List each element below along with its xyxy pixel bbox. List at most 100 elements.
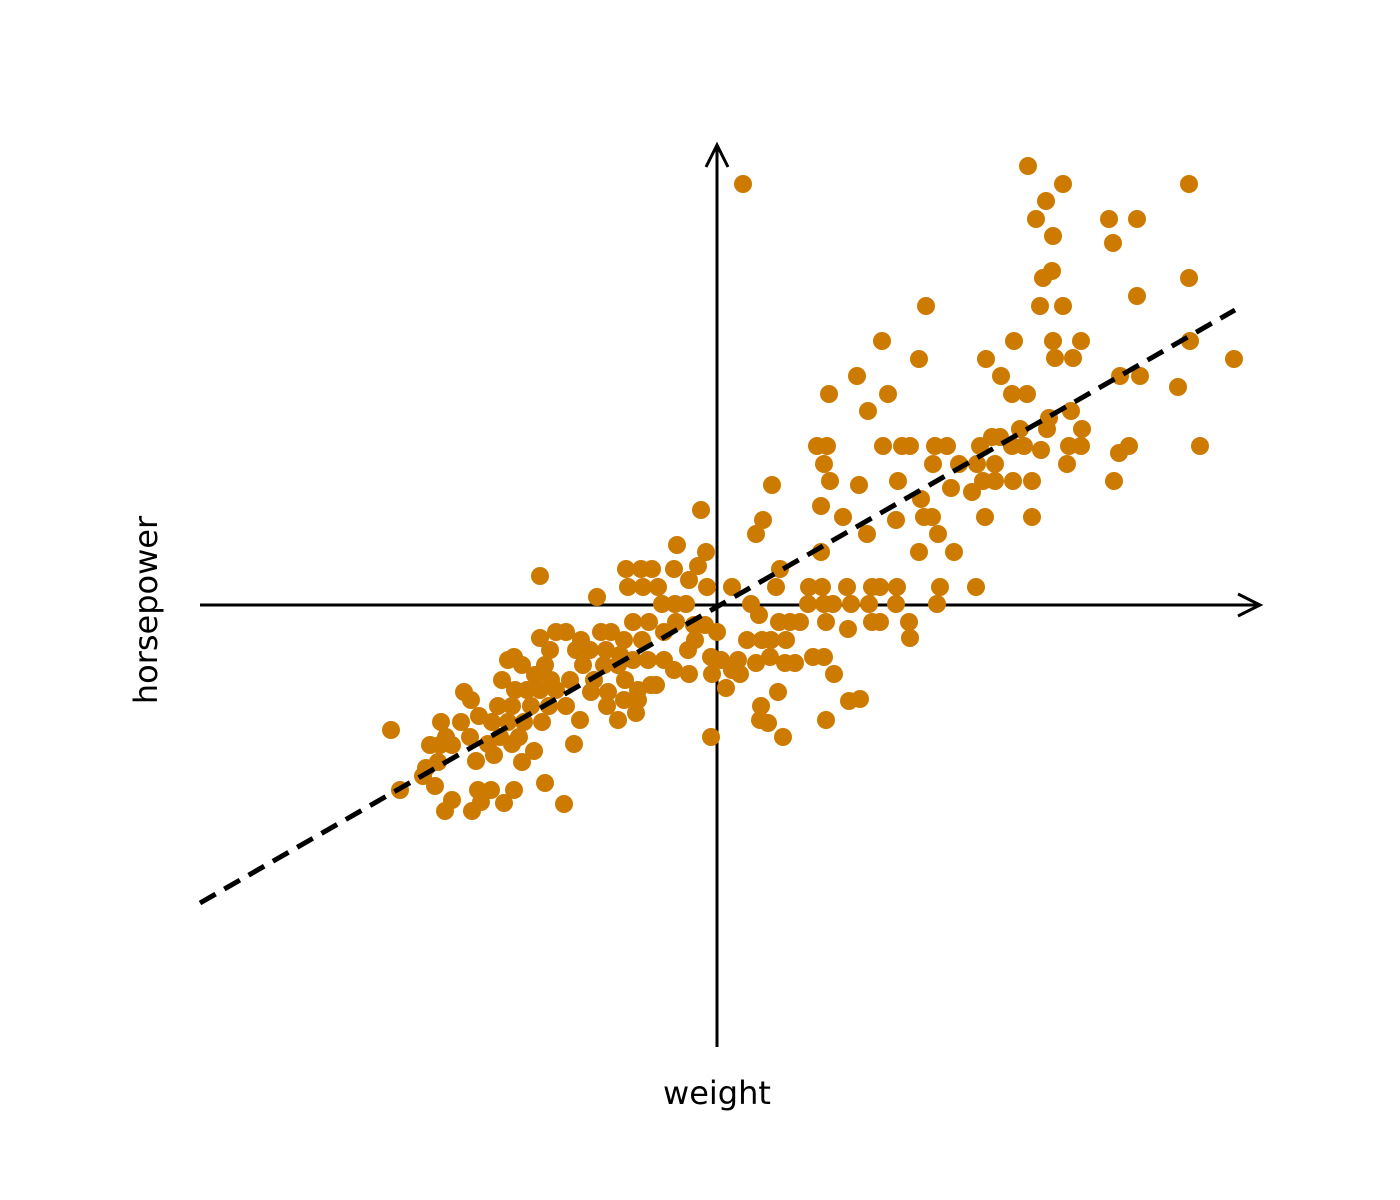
- data-point: [702, 728, 720, 746]
- data-point: [777, 631, 795, 649]
- data-point: [1180, 269, 1198, 287]
- data-point: [698, 578, 716, 596]
- data-point: [522, 697, 540, 715]
- data-point: [800, 578, 818, 596]
- data-point: [873, 332, 891, 350]
- data-point: [531, 629, 549, 647]
- data-point: [858, 525, 876, 543]
- data-point: [1046, 349, 1064, 367]
- data-point: [557, 623, 575, 641]
- data-point: [1225, 350, 1243, 368]
- data-point: [815, 455, 833, 473]
- data-point: [738, 631, 756, 649]
- data-point: [1058, 455, 1076, 473]
- data-point: [518, 681, 536, 699]
- data-point: [665, 560, 683, 578]
- data-point: [1019, 157, 1037, 175]
- data-point: [938, 437, 956, 455]
- data-point: [533, 713, 551, 731]
- data-point: [595, 656, 613, 674]
- data-point: [848, 367, 866, 385]
- data-point: [624, 613, 642, 631]
- data-point: [565, 735, 583, 753]
- data-point: [1015, 437, 1033, 455]
- data-point: [541, 641, 559, 659]
- data-point: [1003, 385, 1021, 403]
- data-point: [967, 578, 985, 596]
- data-point: [1131, 367, 1149, 385]
- data-point: [968, 455, 986, 473]
- data-point: [1105, 472, 1123, 490]
- data-point: [901, 437, 919, 455]
- data-point: [717, 679, 735, 697]
- data-point: [1027, 210, 1045, 228]
- data-point: [887, 511, 905, 529]
- data-point: [851, 690, 869, 708]
- data-point: [526, 666, 544, 684]
- data-point: [639, 651, 657, 669]
- data-point: [617, 560, 635, 578]
- data-point: [901, 629, 919, 647]
- data-point: [924, 455, 942, 473]
- data-point: [815, 648, 833, 666]
- data-point: [734, 175, 752, 193]
- data-point: [461, 728, 479, 746]
- data-point: [879, 385, 897, 403]
- data-point: [731, 665, 749, 683]
- data-point: [649, 578, 667, 596]
- data-point: [574, 656, 592, 674]
- data-point: [917, 297, 935, 315]
- data-point: [747, 654, 765, 672]
- data-point: [986, 472, 1004, 490]
- data-point: [825, 665, 843, 683]
- data-point: [557, 697, 575, 715]
- data-point: [680, 665, 698, 683]
- data-point: [547, 681, 565, 699]
- data-point: [525, 742, 543, 760]
- data-point: [945, 543, 963, 561]
- data-point: [767, 578, 785, 596]
- data-point: [762, 631, 780, 649]
- data-point: [769, 683, 787, 701]
- data-point: [1037, 192, 1055, 210]
- data-point: [771, 560, 789, 578]
- data-point: [977, 350, 995, 368]
- data-point: [482, 781, 500, 799]
- data-point: [616, 671, 634, 689]
- data-point: [677, 595, 695, 613]
- data-point: [588, 588, 606, 606]
- y-axis-label: horsepower: [127, 515, 165, 704]
- data-point: [770, 613, 788, 631]
- x-axis-arrow: [1237, 592, 1264, 618]
- data-point: [821, 472, 839, 490]
- data-point: [1038, 420, 1056, 438]
- data-point: [824, 595, 842, 613]
- data-point: [463, 802, 481, 820]
- data-point: [505, 781, 523, 799]
- data-point: [929, 525, 947, 543]
- data-point: [619, 578, 637, 596]
- data-point: [627, 704, 645, 722]
- data-point: [1054, 175, 1072, 193]
- data-point: [485, 746, 503, 764]
- data-point: [750, 606, 768, 624]
- data-point: [850, 476, 868, 494]
- data-point: [555, 795, 573, 813]
- data-point: [531, 567, 549, 585]
- data-point: [931, 578, 949, 596]
- data-point: [1100, 210, 1118, 228]
- data-point: [1072, 332, 1090, 350]
- data-point: [443, 736, 461, 754]
- data-point: [1032, 441, 1050, 459]
- data-point: [791, 613, 809, 631]
- data-point: [754, 511, 772, 529]
- data-point: [503, 697, 521, 715]
- data-point: [597, 641, 615, 659]
- data-point: [1044, 227, 1062, 245]
- data-point: [1128, 287, 1146, 305]
- data-point: [976, 508, 994, 526]
- data-point: [615, 631, 633, 649]
- data-point: [513, 656, 531, 674]
